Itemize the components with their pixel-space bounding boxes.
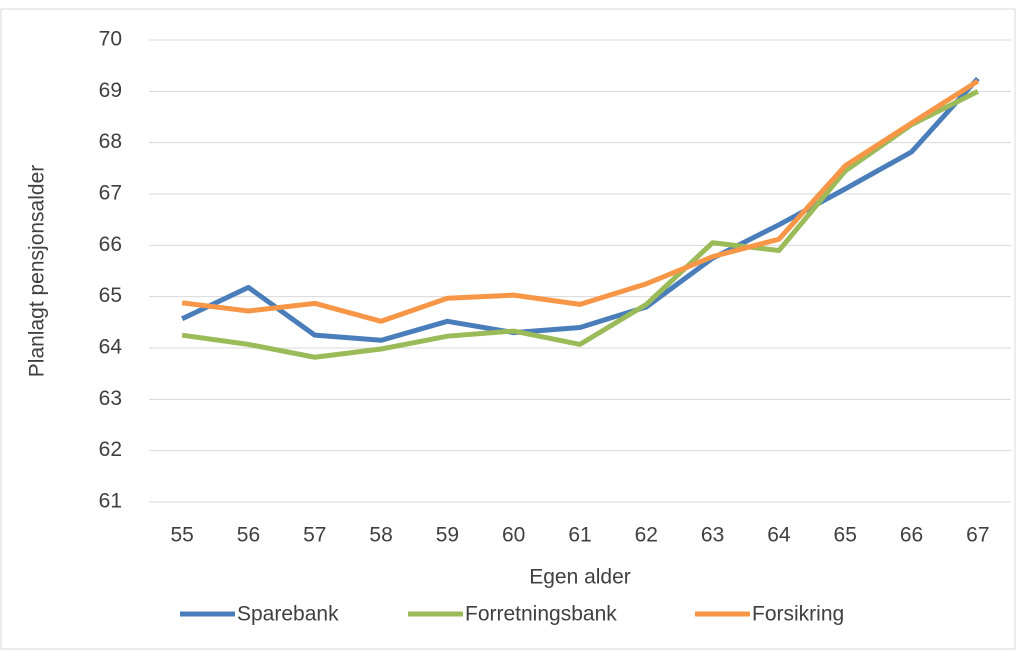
- y-tick-label: 67: [99, 182, 122, 205]
- x-tick-label: 63: [701, 524, 724, 547]
- y-tick-label: 68: [99, 130, 122, 153]
- x-tick-label: 64: [767, 524, 791, 547]
- x-tick-label: 55: [170, 524, 193, 547]
- y-tick-label: 63: [99, 387, 122, 410]
- y-tick-label: 66: [99, 233, 122, 256]
- x-axis-title: Egen alder: [529, 566, 631, 589]
- x-tick-label: 60: [502, 524, 525, 547]
- legend-label: Forretningsbank: [465, 603, 617, 626]
- x-tick-label: 66: [900, 524, 923, 547]
- y-tick-label: 65: [99, 284, 122, 307]
- x-tick-label: 56: [237, 524, 260, 547]
- y-tick-label: 70: [99, 28, 122, 51]
- x-tick-label: 57: [303, 524, 326, 547]
- legend-label: Sparebank: [237, 603, 339, 626]
- x-tick-label: 58: [369, 524, 392, 547]
- x-tick-label: 62: [635, 524, 658, 547]
- x-tick-label: 67: [966, 524, 989, 547]
- y-tick-label: 62: [99, 438, 122, 461]
- y-tick-label: 64: [99, 336, 123, 359]
- series-line: [181, 78, 980, 324]
- y-tick-label: 61: [99, 490, 122, 513]
- legend-label: Forsikring: [752, 603, 844, 626]
- x-tick-label: 59: [436, 524, 459, 547]
- x-tick-label: 65: [834, 524, 857, 547]
- series-line: [181, 76, 980, 343]
- y-axis-title: Planlagt pensjonsalder: [26, 165, 49, 377]
- y-tick-label: 69: [99, 79, 122, 102]
- series-line: [181, 89, 979, 360]
- x-tick-label: 61: [568, 524, 591, 547]
